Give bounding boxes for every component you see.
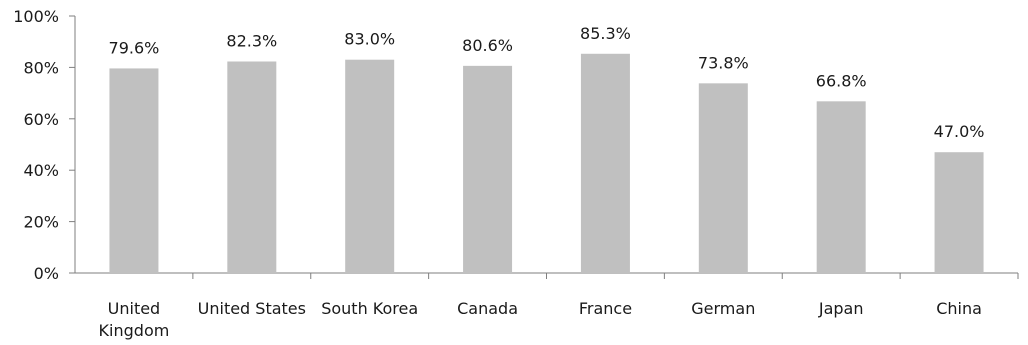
data-label: 73.8% (698, 53, 749, 72)
category-label-line: United States (198, 299, 306, 318)
bar (580, 53, 630, 274)
data-labels: 79.6% 82.3% 83.0% 80.6% 85.3% 73.8% 66.8% 47.0% (109, 24, 985, 141)
bar (698, 83, 748, 273)
y-tick-label: 80% (23, 58, 59, 77)
data-label: 83.0% (344, 30, 395, 49)
y-axis: 0% 20% 40% 60% 80% 100% (13, 7, 76, 283)
category-labels: United Kingdom United States South Korea Can… (99, 299, 982, 340)
category-label: United Kingdom (99, 299, 170, 340)
category-label-line: Canada (457, 299, 518, 318)
category-label: Japan (818, 299, 864, 318)
y-tick-label: 100% (13, 7, 59, 26)
bar (227, 61, 277, 273)
bar (816, 101, 866, 273)
data-label: 85.3% (580, 24, 631, 43)
x-axis (75, 272, 1019, 279)
bars (109, 53, 984, 274)
data-label: 66.8% (816, 71, 867, 90)
data-label: 79.6% (109, 38, 160, 57)
bar (345, 59, 395, 273)
category-label: France (579, 299, 632, 318)
bar (463, 65, 513, 273)
category-label: China (936, 299, 982, 318)
y-tick-label: 40% (23, 161, 59, 180)
y-tick-label: 20% (23, 213, 59, 232)
data-label: 47.0% (934, 122, 985, 141)
category-label: United States (198, 299, 306, 318)
data-label: 80.6% (462, 36, 513, 55)
data-label: 82.3% (226, 31, 277, 50)
category-label: South Korea (321, 299, 418, 318)
category-label: Canada (457, 299, 518, 318)
category-label-line: United (108, 299, 161, 318)
y-tick-label: 0% (34, 264, 59, 283)
category-label-line: France (579, 299, 632, 318)
bar (934, 152, 984, 273)
category-label: German (691, 299, 755, 318)
category-label-line: German (691, 299, 755, 318)
bar (109, 68, 159, 273)
category-label-line: Japan (818, 299, 864, 318)
category-label-line: South Korea (321, 299, 418, 318)
y-tick-label: 60% (23, 110, 59, 129)
category-label-line: Kingdom (99, 321, 170, 340)
category-label-line: China (936, 299, 982, 318)
